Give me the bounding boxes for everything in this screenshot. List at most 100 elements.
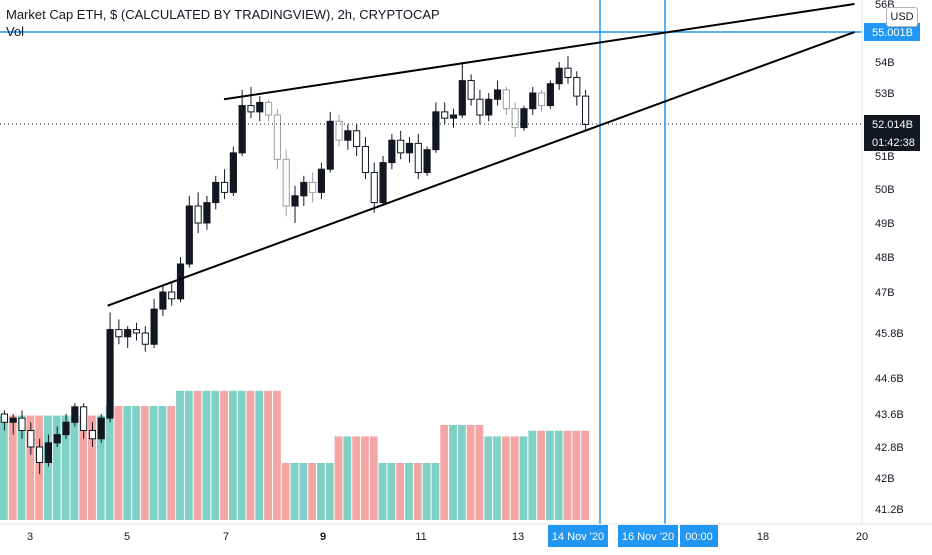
candle-body — [485, 98, 493, 116]
candle-body — [203, 202, 211, 224]
chart-legend: Market Cap ETH, $ (CALCULATED BY TRADING… — [6, 6, 440, 40]
candle-body — [115, 329, 123, 338]
candle-body — [282, 158, 290, 207]
volume-bar — [378, 463, 387, 520]
x-tick-label: 3 — [27, 531, 33, 543]
candle-body — [344, 130, 352, 141]
volume-bar — [211, 390, 220, 520]
candle-body — [220, 181, 229, 193]
x-marker-label: 00:00 — [685, 531, 713, 543]
x-tick-label: 7 — [223, 531, 229, 543]
volume-bar — [484, 436, 493, 520]
y-tick-label: 44.6B — [875, 373, 904, 385]
candle-body — [555, 67, 563, 85]
candle-body — [247, 105, 255, 113]
current-price-tag — [864, 115, 920, 151]
volume-bar — [422, 463, 431, 520]
volume-bar — [220, 390, 228, 520]
candle-body — [300, 181, 308, 197]
volume-bar — [334, 436, 343, 520]
volume-bar — [149, 406, 158, 520]
y-tick-label: 56B — [875, 0, 895, 11]
candle-body — [97, 417, 105, 440]
candle-body — [238, 105, 246, 154]
volume-bar — [26, 415, 35, 520]
x-marker-tag — [548, 525, 608, 547]
volume-bar — [8, 415, 17, 520]
volume-bar — [299, 463, 308, 520]
drawing-layer[interactable] — [0, 0, 862, 524]
candle-body — [476, 98, 484, 116]
y-tick-label: 53B — [875, 88, 895, 100]
y-tick-label: 42B — [875, 473, 895, 485]
candle-body — [80, 406, 88, 431]
volume-bar — [528, 430, 537, 520]
candle-body — [124, 329, 132, 338]
candle-body — [53, 434, 61, 444]
candle-body — [132, 329, 141, 334]
volume-bar — [52, 415, 61, 520]
bar-countdown-label: 01:42:38 — [872, 137, 915, 149]
volume-bar — [475, 425, 484, 520]
volume-bar — [493, 436, 501, 520]
x-tick-label: 5 — [124, 531, 130, 543]
x-tick-label: 13 — [512, 531, 524, 543]
volume-bar — [44, 415, 52, 520]
volume-bar — [272, 390, 281, 520]
volume-bar — [35, 415, 44, 520]
volume-bar — [281, 463, 290, 520]
candle-body — [36, 446, 44, 463]
candle-body — [441, 111, 449, 119]
volume-bar — [132, 406, 140, 520]
candle-body — [432, 111, 440, 151]
volume-bar — [449, 425, 457, 520]
volume-bar — [114, 406, 123, 520]
wedge-lower-trendline — [107, 31, 855, 307]
volume-bar — [396, 463, 405, 520]
volume-bar — [554, 430, 563, 520]
candle-body — [159, 291, 167, 310]
volume-bar — [228, 390, 237, 520]
currency-button[interactable]: USD — [886, 7, 918, 27]
volume-bar — [361, 436, 369, 520]
volume-bar — [264, 390, 272, 520]
volume-bar — [581, 430, 589, 520]
candle-body — [467, 80, 475, 100]
candle-body — [256, 101, 264, 113]
y-tick-label: 42.8B — [875, 442, 904, 454]
candle-body — [88, 430, 97, 440]
volume-indicator-label: Vol — [6, 24, 25, 39]
candle-body — [511, 108, 519, 129]
candle-body — [335, 120, 343, 141]
candle-body — [388, 139, 396, 164]
volume-bar — [17, 415, 26, 520]
volume-bar — [237, 390, 246, 520]
candle-body — [370, 172, 378, 204]
volume-bar — [140, 406, 149, 520]
y-tick-label: 54B — [875, 57, 895, 69]
candle-body — [520, 108, 528, 129]
volume-bar — [290, 463, 299, 520]
candle-body — [71, 406, 79, 423]
x-tick-label: 9 — [320, 531, 326, 543]
volume-bar — [537, 430, 545, 520]
volume-bar — [158, 406, 167, 520]
volume-bar — [246, 390, 255, 520]
volume-bar — [545, 430, 554, 520]
x-marker-label: 14 Nov '20 — [552, 531, 604, 543]
candle-body — [141, 332, 149, 345]
volume-bar — [308, 463, 317, 520]
volume-bar — [572, 430, 581, 520]
volume-bar — [88, 415, 96, 520]
volume-bar — [96, 415, 105, 520]
volume-bar — [510, 436, 519, 520]
candle-body — [379, 162, 387, 204]
y-tick-label: 51B — [875, 151, 895, 163]
x-tick-label: 20 — [856, 531, 868, 543]
y-tick-label: 43.6B — [875, 409, 904, 421]
volume-bar — [61, 415, 70, 520]
volume-bar — [123, 406, 132, 520]
